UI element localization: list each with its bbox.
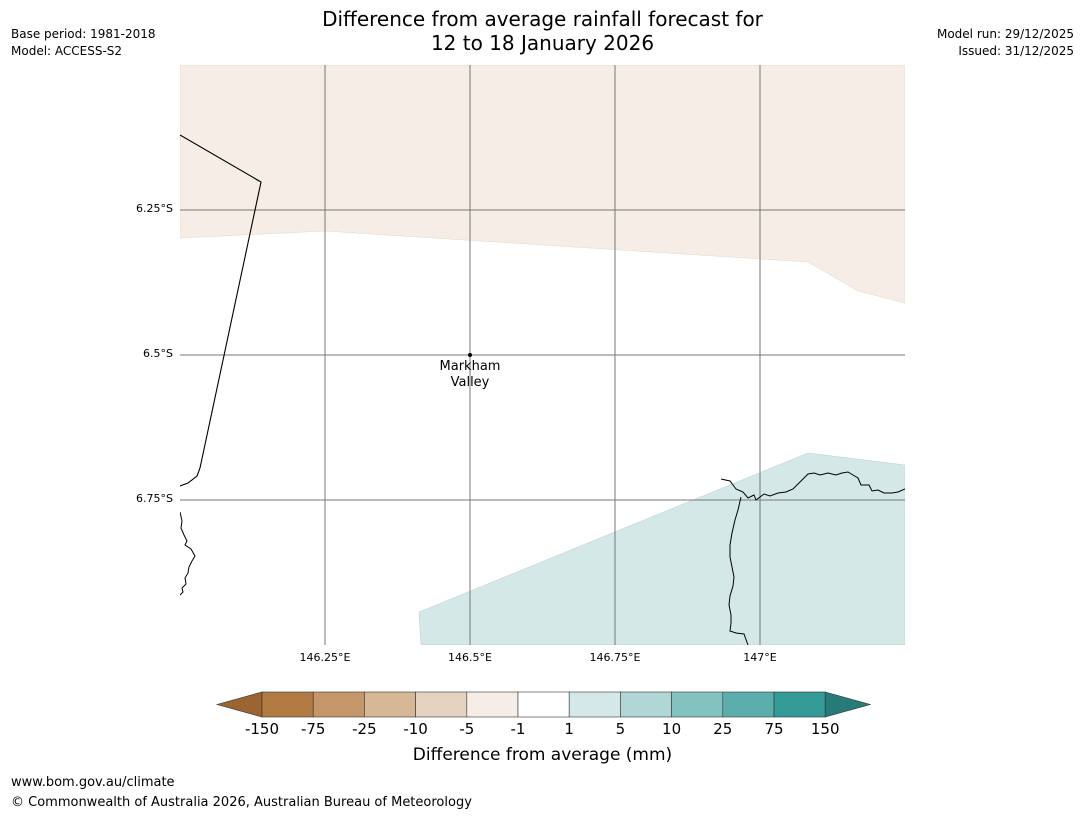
colorbar-tick-label: 5 [615, 720, 626, 738]
colorbar-tick-label: 75 [764, 720, 784, 738]
map-panel [180, 65, 905, 645]
colorbar-segment [517, 691, 570, 718]
colorbar-tick-label: 25 [713, 720, 733, 738]
colorbar-tick-label: -10 [403, 720, 428, 738]
colorbar-segment [312, 691, 365, 718]
title-line-1: Difference from average rainfall forecas… [322, 7, 763, 31]
title-line-2: 12 to 18 January 2026 [430, 31, 655, 55]
base-period-text: Base period: 1981-2018 [11, 27, 156, 41]
place-name-line-2: Valley [450, 375, 490, 390]
colorbar-tick-label: -5 [459, 720, 475, 738]
place-label: Markham Valley [410, 359, 530, 391]
colorbar-segment [466, 691, 519, 718]
footer-copyright: © Commonwealth of Australia 2026, Austra… [11, 795, 472, 810]
colorbar-tick-label: -25 [352, 720, 377, 738]
model-text: Model: ACCESS-S2 [11, 44, 123, 58]
colorbar-arrow-low [215, 691, 263, 718]
colorbar-tick-label: 1 [564, 720, 574, 738]
river [728, 496, 749, 645]
coastline [720, 471, 905, 501]
colorbar-segment [722, 691, 775, 718]
colorbar-segment [415, 691, 468, 718]
lon-label-147: 147°E [743, 651, 777, 664]
anomaly-region-dry [180, 65, 905, 304]
lon-label-146-25: 146.25°E [299, 651, 351, 664]
anomaly-region-wet [418, 452, 905, 645]
lon-label-146-5: 146.5°E [448, 651, 492, 664]
region-boundary [180, 134, 262, 487]
region-boundary-south [180, 511, 196, 596]
meta-left: Base period: 1981-2018 Model: ACCESS-S2 [11, 26, 156, 60]
colorbar-tick-label: -150 [244, 720, 280, 738]
colorbar-arrow-high [824, 691, 871, 718]
colorbar-segment [671, 691, 724, 718]
colorbar-segment [261, 691, 314, 718]
colorbar-segment [620, 691, 672, 718]
lat-label-6-5: 6.5°S [143, 347, 173, 360]
place-name-line-1: Markham [439, 359, 501, 374]
colorbar-segment [568, 691, 621, 718]
colorbar-label: Difference from average (mm) [412, 745, 673, 765]
colorbar-segment [364, 691, 416, 718]
colorbar-tick-label: -75 [300, 720, 326, 738]
meta-right: Model run: 29/12/2025 Issued: 31/12/2025 [937, 26, 1074, 60]
colorbar-tick-label: -1 [510, 720, 526, 738]
colorbar-tick-label: 10 [662, 720, 682, 738]
lon-label-146-75: 146.75°E [589, 651, 641, 664]
footer-url[interactable]: www.bom.gov.au/climate [11, 775, 175, 790]
lat-label-6-75: 6.75°S [136, 492, 173, 505]
lat-label-6-25: 6.25°S [136, 202, 173, 215]
model-run-text: Model run: 29/12/2025 [936, 27, 1074, 41]
colorbar-tick-label: 150 [810, 720, 840, 738]
colorbar-segment [773, 691, 826, 718]
chart-title: Difference from average rainfall forecas… [0, 7, 1085, 55]
colorbar [215, 691, 871, 718]
issued-text: Issued: 31/12/2025 [958, 44, 1074, 58]
place-marker [468, 353, 472, 357]
